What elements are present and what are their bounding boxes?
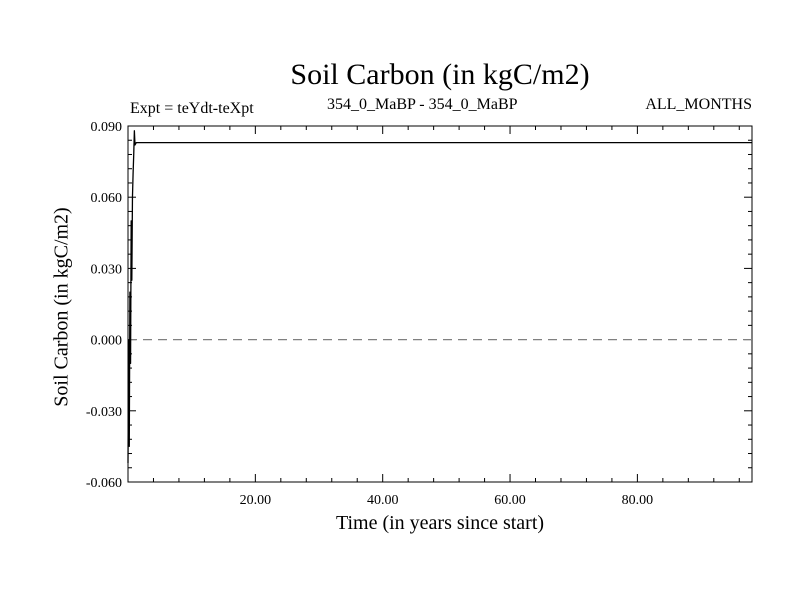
- series-line: [127, 130, 752, 464]
- tick-labels: -0.060 -0.030 0.000 0.030 0.060 0.090 20.00 40.…: [86, 120, 653, 508]
- chart-title: Soil Carbon (in kgC/m2): [290, 58, 590, 91]
- x-tick-label: 80.00: [622, 493, 654, 508]
- experiment-label: Expt = teYdt-teXpt: [130, 100, 254, 117]
- x-tick-label: 20.00: [240, 493, 272, 508]
- y-tick-label: 0.030: [91, 262, 123, 277]
- months-label: ALL_MONTHS: [645, 96, 752, 113]
- series-group: [127, 130, 752, 464]
- axis-ticks: [128, 125, 752, 483]
- x-tick-label: 60.00: [494, 493, 526, 508]
- y-tick-label: -0.060: [86, 476, 122, 491]
- plot-frame: [127, 125, 753, 483]
- y-tick-label: 0.000: [91, 334, 123, 349]
- period-label: 354_0_MaBP - 354_0_MaBP: [327, 96, 518, 113]
- x-axis-title: Time (in years since start): [335, 512, 545, 534]
- y-tick-label: -0.030: [86, 405, 122, 420]
- y-tick-label: 0.060: [91, 191, 123, 206]
- x-tick-label: 40.00: [367, 493, 399, 508]
- y-tick-label: 0.090: [91, 120, 123, 135]
